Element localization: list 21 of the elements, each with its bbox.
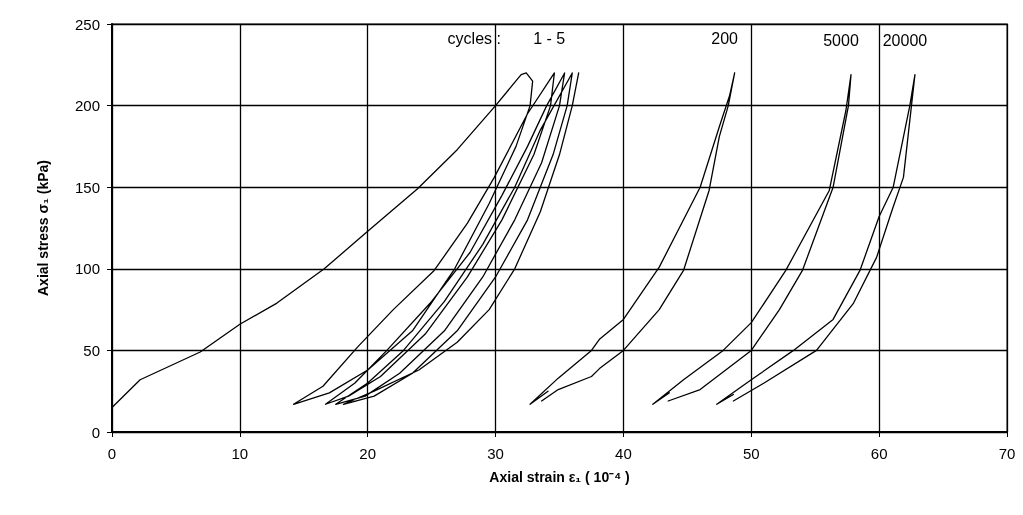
y-tick-label: 200 [74,97,100,115]
x-tick-label: 60 [870,445,888,462]
series-label: 1 - 5 [533,30,566,48]
x-tick-label: 30 [487,445,504,462]
y-tick-label: 250 [74,15,100,33]
y-axis-title: Axial stress σ₁ (kPa) [35,160,51,296]
x-tick-label: 20 [359,445,377,462]
y-tick-label: 100 [74,260,100,278]
annotation: cycles : [447,30,501,48]
series-label: 200 [711,30,739,48]
x-tick-label: 40 [615,445,632,462]
y-tick-label: 0 [91,423,100,441]
series-label: 5000 [823,32,859,50]
x-tick-label: 10 [231,445,249,462]
y-tick-label: 50 [83,341,100,359]
y-tick-label: 150 [74,178,100,196]
x-axis-title: Axial strain ε₁ ( 10⁻⁴ ) [489,469,630,485]
x-tick-label: 0 [107,445,117,462]
x-tick-label: 70 [998,445,1016,462]
series-label: 20000 [882,32,928,50]
x-tick-label: 50 [742,445,760,462]
